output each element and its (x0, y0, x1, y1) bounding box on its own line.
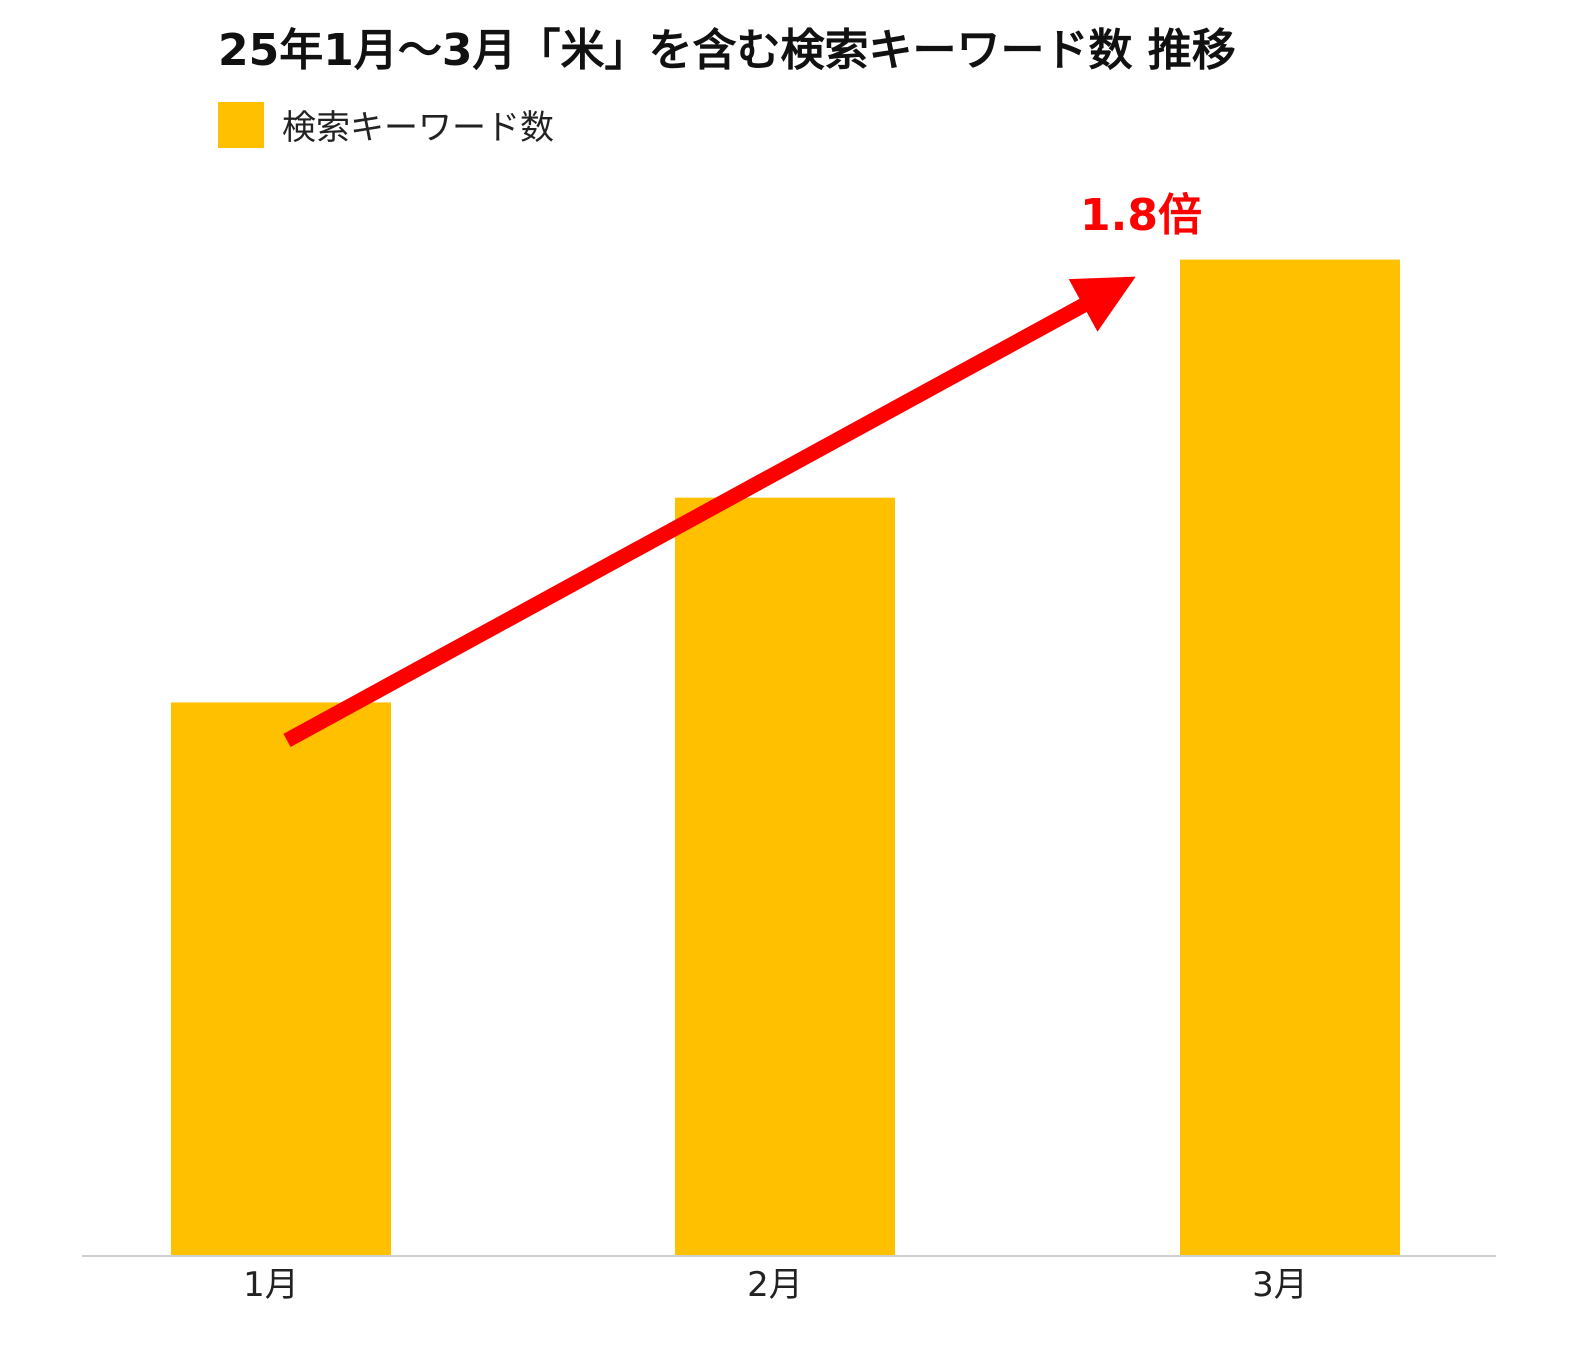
chart-title: 25年1月～3月「米」を含む検索キーワード数 推移 (218, 25, 1236, 76)
legend-swatch (218, 101, 264, 148)
bar-2 (675, 497, 895, 1256)
x-axis-ticks: 1月 2月 3月 (243, 1265, 1308, 1305)
bar-1 (171, 702, 391, 1256)
trend-arrow (283, 276, 1136, 748)
bars-layer (171, 259, 1400, 1256)
x-tick-label-2: 2月 (747, 1265, 803, 1305)
legend-label: 検索キーワード数 (282, 108, 554, 148)
annotation-label: 1.8倍 (1080, 190, 1202, 241)
x-tick-label-1: 1月 (243, 1265, 299, 1305)
x-tick-label-3: 3月 (1252, 1265, 1308, 1305)
bar-3 (1180, 259, 1400, 1256)
legend: 検索キーワード数 (218, 100, 554, 149)
